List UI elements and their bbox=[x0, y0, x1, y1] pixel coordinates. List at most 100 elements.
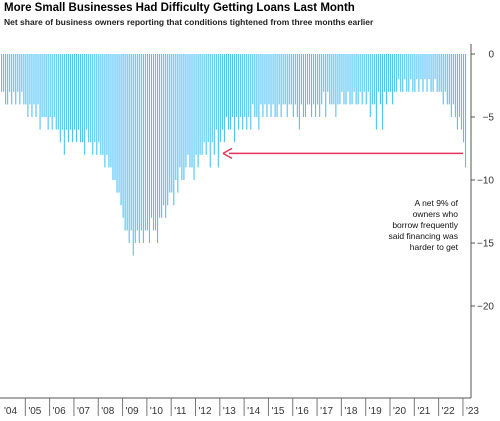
bar bbox=[458, 54, 461, 117]
bar bbox=[225, 54, 228, 117]
bar bbox=[392, 54, 394, 105]
bar bbox=[41, 54, 43, 117]
bar bbox=[410, 54, 412, 80]
bar bbox=[213, 54, 215, 155]
bar bbox=[219, 54, 221, 143]
bar bbox=[25, 54, 27, 105]
bar bbox=[292, 54, 294, 117]
annotation-text: harder to get bbox=[410, 242, 459, 252]
bar bbox=[45, 54, 47, 117]
bar bbox=[424, 54, 426, 80]
y-axis: 0 −5 −10 −15 −20 bbox=[470, 44, 494, 398]
annotation-text: A net 9% of bbox=[415, 198, 459, 208]
bar bbox=[118, 54, 120, 193]
bar bbox=[381, 54, 384, 130]
bar bbox=[355, 54, 357, 105]
bar bbox=[446, 54, 448, 105]
bar bbox=[159, 54, 161, 218]
bar bbox=[331, 54, 333, 105]
bar bbox=[73, 54, 76, 130]
bar bbox=[7, 54, 9, 105]
x-tick-label: '13 bbox=[223, 406, 236, 417]
bar bbox=[132, 54, 134, 256]
bar bbox=[169, 54, 171, 193]
bar bbox=[55, 54, 57, 130]
bar bbox=[390, 54, 392, 92]
x-tick-label: '23 bbox=[466, 406, 479, 417]
bar bbox=[100, 54, 102, 155]
bar bbox=[315, 54, 317, 117]
bar bbox=[363, 54, 365, 92]
bar bbox=[300, 54, 302, 105]
bar bbox=[5, 54, 7, 105]
bar bbox=[369, 54, 371, 117]
bar bbox=[185, 54, 187, 168]
bar bbox=[422, 54, 424, 92]
bar bbox=[221, 54, 223, 130]
bar bbox=[33, 54, 35, 105]
bar bbox=[268, 54, 270, 105]
bar bbox=[434, 54, 436, 80]
bar bbox=[349, 54, 351, 105]
bar bbox=[161, 54, 163, 218]
bar bbox=[23, 54, 25, 105]
bar bbox=[211, 54, 213, 143]
bar bbox=[452, 54, 454, 105]
bar bbox=[428, 54, 430, 80]
x-tick-label: '08 bbox=[101, 406, 114, 417]
bar bbox=[321, 54, 323, 105]
bar bbox=[177, 54, 179, 193]
y-tick-label: −20 bbox=[477, 302, 494, 313]
bar bbox=[436, 54, 438, 92]
bar bbox=[21, 54, 23, 92]
bar bbox=[215, 54, 217, 130]
bar bbox=[244, 54, 246, 117]
bar bbox=[375, 54, 377, 130]
annotation-arrowhead bbox=[222, 147, 233, 160]
bar bbox=[120, 54, 122, 206]
bar bbox=[298, 54, 300, 130]
bar bbox=[108, 54, 110, 168]
bar bbox=[47, 54, 49, 130]
bar bbox=[11, 54, 13, 105]
bar bbox=[236, 54, 238, 117]
x-tick-label: '21 bbox=[417, 406, 430, 417]
y-tick-label: 0 bbox=[488, 50, 494, 61]
bar bbox=[144, 54, 146, 231]
bar bbox=[426, 54, 428, 92]
annotation-text: borrow frequently bbox=[392, 220, 458, 230]
bar bbox=[325, 54, 327, 117]
bar bbox=[383, 54, 386, 92]
bar bbox=[319, 54, 321, 117]
bar bbox=[296, 54, 298, 117]
bar bbox=[454, 54, 456, 117]
bar bbox=[438, 54, 440, 92]
x-tick-label: '16 bbox=[296, 406, 309, 417]
bar bbox=[396, 54, 398, 92]
bar bbox=[367, 54, 369, 92]
bar bbox=[347, 54, 349, 92]
bar bbox=[278, 54, 280, 105]
bar bbox=[398, 54, 400, 80]
bar bbox=[19, 54, 21, 105]
chart-title: More Small Businesses Had Difficulty Get… bbox=[4, 2, 355, 14]
bar bbox=[165, 54, 167, 218]
bar bbox=[286, 54, 288, 117]
bar bbox=[126, 54, 128, 231]
bar bbox=[343, 54, 345, 105]
y-tick-label: −10 bbox=[477, 176, 494, 187]
bar bbox=[84, 54, 86, 155]
bar bbox=[142, 54, 144, 243]
bar bbox=[90, 54, 92, 143]
x-tick-label: '20 bbox=[393, 406, 406, 417]
x-tick-label: '15 bbox=[271, 406, 284, 417]
bar bbox=[63, 54, 65, 155]
bar bbox=[75, 54, 78, 143]
bar bbox=[205, 54, 207, 155]
bar bbox=[353, 54, 355, 92]
x-tick-label: '14 bbox=[247, 406, 260, 417]
bar bbox=[412, 54, 414, 92]
bar bbox=[258, 54, 260, 130]
bar bbox=[394, 54, 396, 92]
